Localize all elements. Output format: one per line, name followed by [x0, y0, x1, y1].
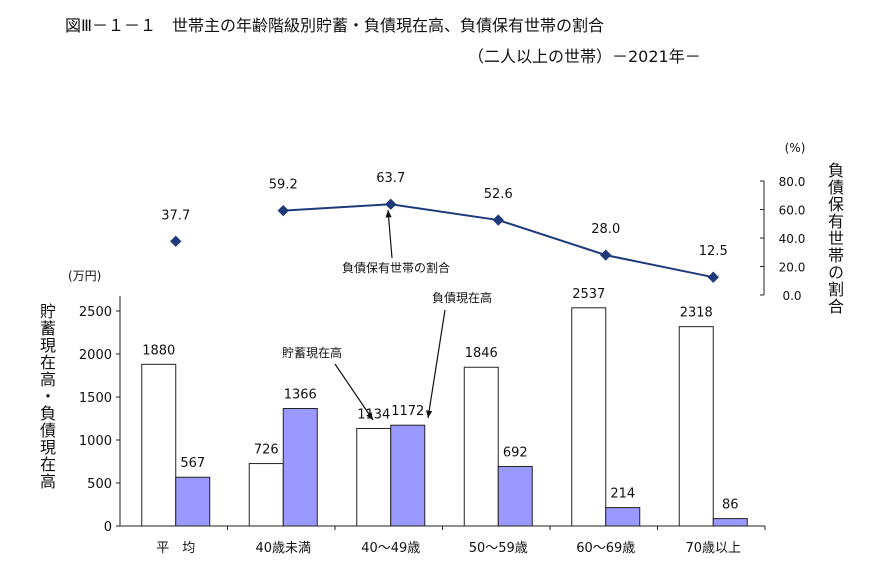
savings-bar — [678, 326, 714, 527]
savings-bar — [141, 363, 177, 527]
debt-value-label: 214 — [610, 487, 635, 502]
debt-value-label: 86 — [722, 498, 739, 513]
left-tick-label: 2000 — [79, 348, 112, 363]
annotation-arrow-head — [385, 210, 392, 218]
annotation-debt-ratio: 負債保有世帯の割合 — [342, 260, 450, 275]
debt-ratio-point — [707, 271, 719, 283]
debt-ratio-point — [277, 204, 289, 217]
debt-ratio-point — [385, 198, 397, 210]
category-label: 50～59歳 — [469, 541, 528, 556]
annotation-arrow — [387, 209, 393, 259]
left-axis-unit: (万円) — [68, 269, 101, 283]
annotation-debt: 負債現在高 — [432, 290, 492, 305]
right-tick-label: 20.0 — [779, 261, 806, 275]
left-axis-label: 貯蓄現在高・負債現在高 — [37, 303, 56, 490]
debt-value-label: 1172 — [391, 404, 424, 419]
right-tick-label: 80.0 — [779, 175, 806, 189]
chart-subtitle: （二人以上の世帯）－2021年－ — [468, 47, 701, 66]
debt-bar — [390, 424, 426, 527]
right-axis-unit: (%) — [785, 141, 806, 155]
savings-value-label: 2537 — [572, 287, 605, 302]
debt-ratio-label: 52.6 — [484, 187, 513, 202]
left-tick-label: 1000 — [79, 434, 112, 449]
right-tick-label: 0.0 — [782, 289, 801, 303]
category-label: 60～69歳 — [576, 541, 635, 556]
debt-bar — [497, 465, 533, 527]
annotation-savings: 貯蓄現在高 — [282, 345, 342, 360]
savings-bar — [248, 463, 284, 527]
debt-value-label: 692 — [503, 445, 528, 460]
debt-value-label: 1366 — [284, 388, 317, 403]
annotation-arrow-head — [426, 410, 433, 418]
savings-value-label: 1880 — [142, 343, 175, 358]
debt-ratio-label: 59.2 — [269, 178, 298, 193]
debt-bar — [712, 518, 748, 527]
debt-ratio-label: 37.7 — [161, 208, 190, 223]
category-label: 40～49歳 — [361, 541, 420, 556]
right-tick-label: 60.0 — [779, 204, 806, 218]
category-label: 40歳未満 — [255, 541, 311, 556]
annotation-arrow — [334, 363, 374, 421]
savings-value-label: 1134 — [357, 407, 390, 422]
annotation-arrow — [427, 309, 446, 419]
annotation-arrow-head — [366, 412, 373, 420]
debt-bar — [175, 476, 211, 527]
category-label: 平 均 — [156, 541, 195, 556]
left-tick-label: 2500 — [79, 305, 112, 320]
debt-bar — [605, 507, 641, 527]
savings-bar — [463, 366, 499, 527]
debt-ratio-point — [600, 249, 612, 261]
debt-ratio-label: 12.5 — [699, 244, 728, 259]
right-axis-label: 負債保有世帯の割合 — [825, 162, 844, 315]
right-tick-label: 40.0 — [779, 232, 806, 246]
savings-value-label: 1846 — [465, 346, 498, 361]
debt-bar — [282, 408, 318, 527]
category-label: 70歳以上 — [685, 541, 741, 556]
debt-ratio-label: 28.0 — [591, 222, 620, 237]
savings-bar — [571, 307, 607, 527]
chart-title: 図Ⅲ－１－１ 世帯主の年齢階級別貯蓄・負債現在高、負債保有世帯の割合 — [65, 16, 605, 35]
debt-ratio-point — [492, 214, 504, 226]
savings-value-label: 726 — [254, 443, 279, 458]
debt-ratio-label: 63.7 — [376, 171, 405, 186]
savings-value-label: 2318 — [680, 306, 713, 321]
left-tick-label: 1500 — [79, 391, 112, 406]
debt-value-label: 567 — [180, 456, 205, 471]
left-tick-label: 500 — [87, 477, 112, 492]
left-tick-label: 0 — [104, 520, 112, 535]
debt-ratio-point — [170, 235, 182, 247]
savings-bar — [356, 427, 392, 527]
